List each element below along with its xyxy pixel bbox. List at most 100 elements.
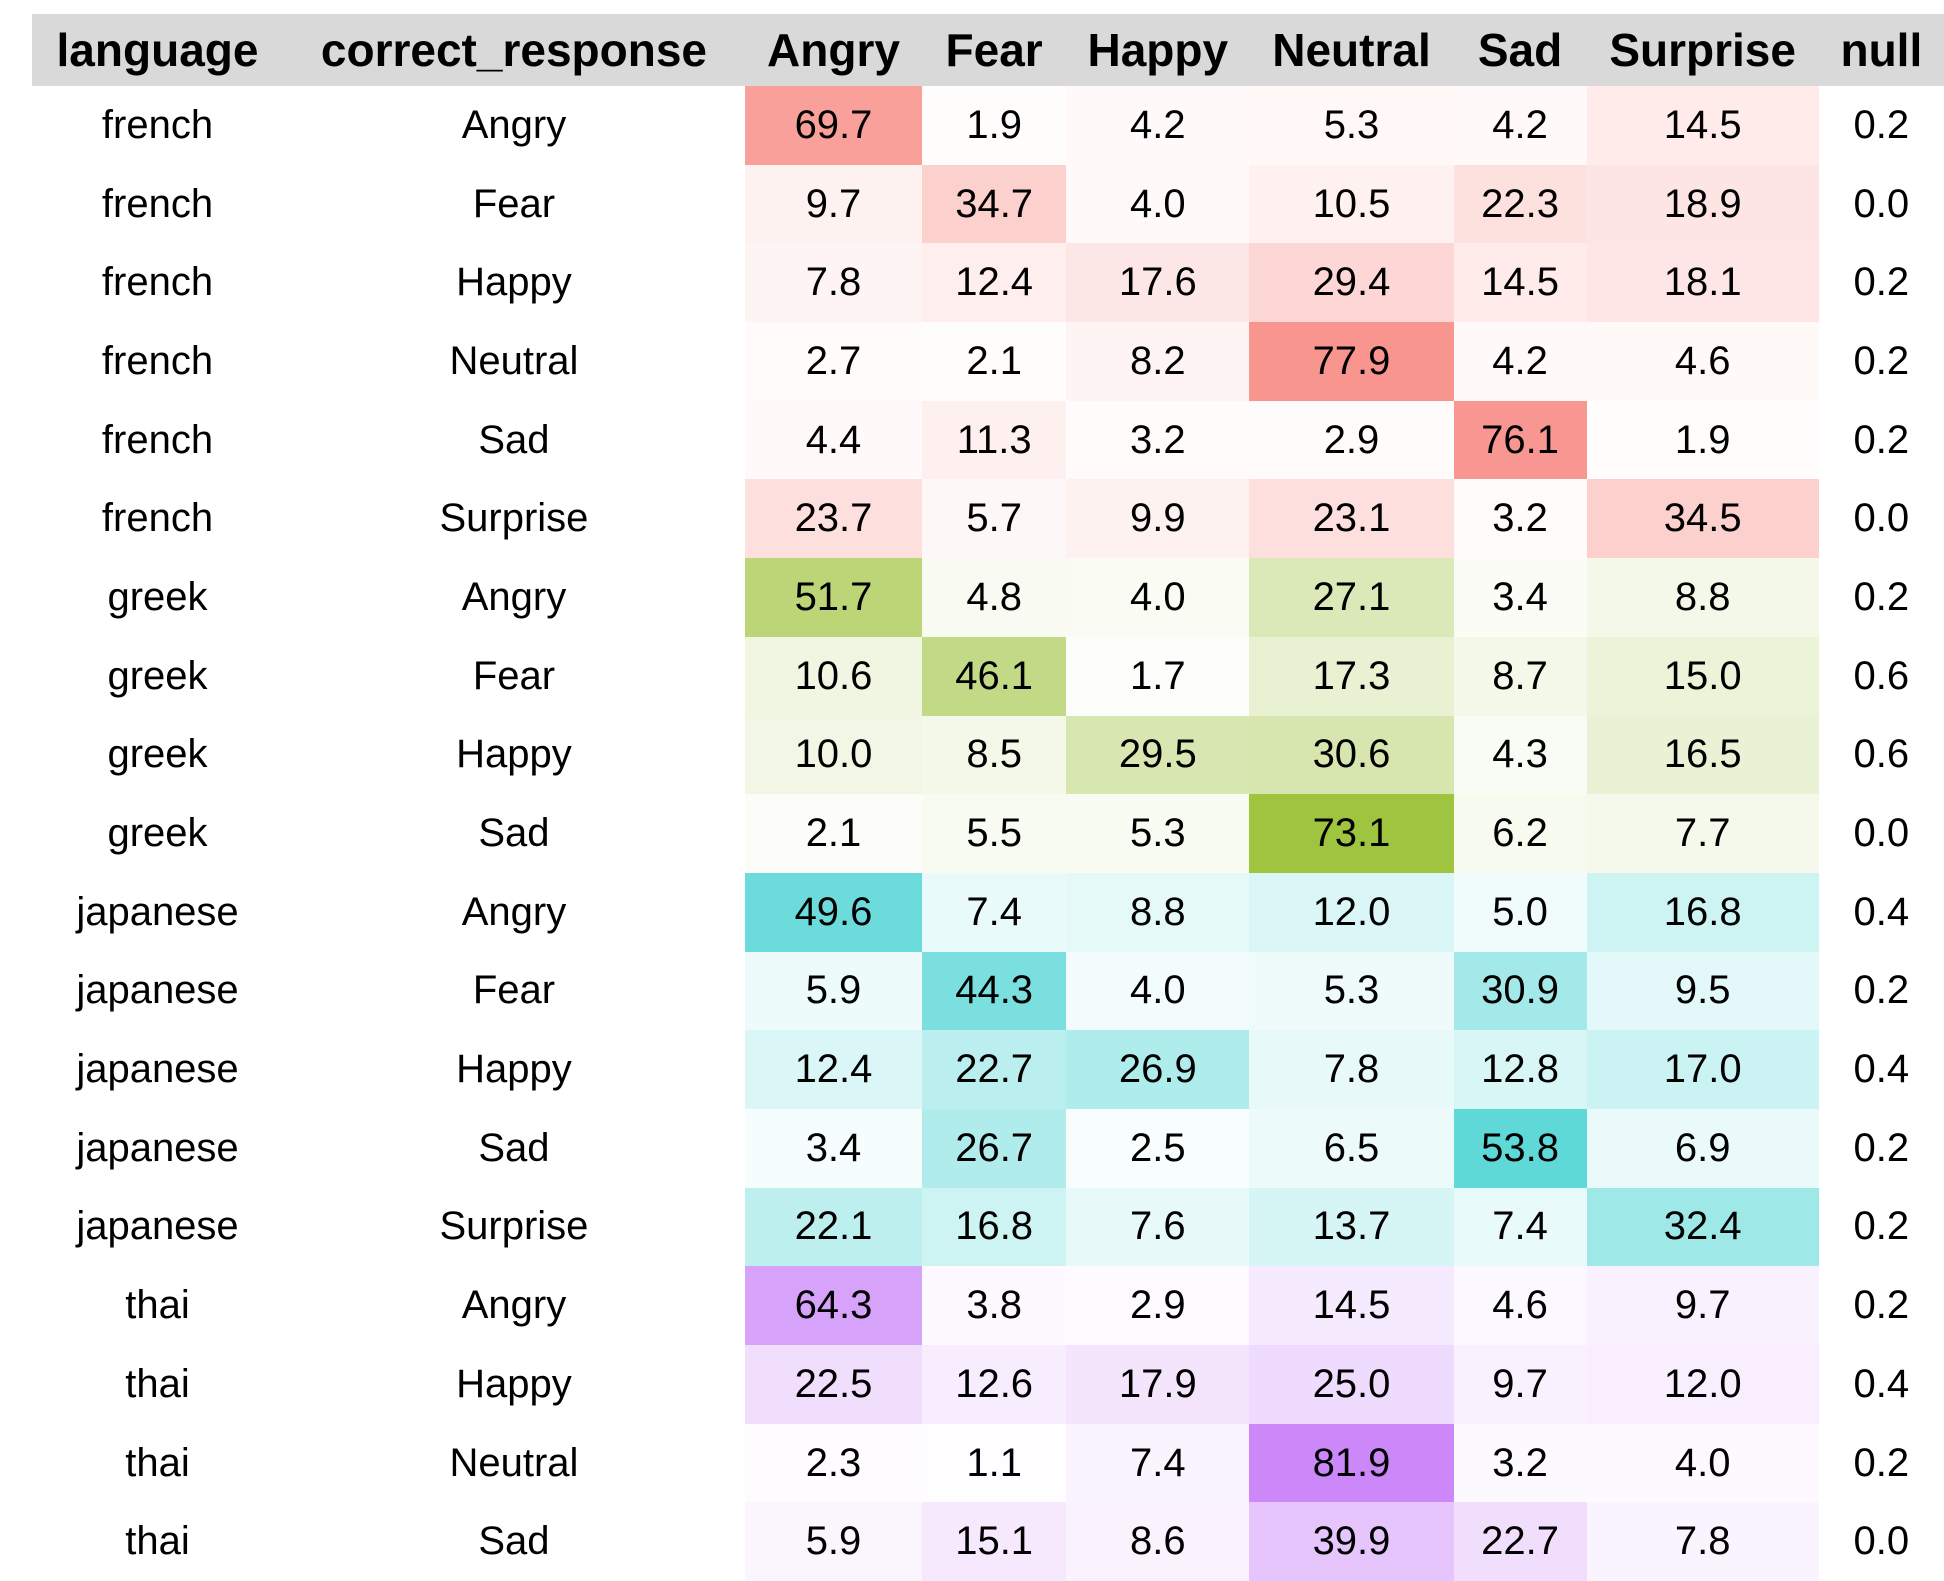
- table-body: french Angry 69.7 1.9 4.2 5.3 4.2 14.5 0.2 french…: [32, 86, 1944, 1581]
- correct-response-cell: Happy: [283, 243, 745, 323]
- value-cell: 6.2: [1453, 794, 1587, 873]
- value-cell: 18.9: [1586, 164, 1819, 244]
- null-value-cell: 0.2: [1818, 558, 1944, 637]
- correct-response-cell: Happy: [283, 1030, 745, 1109]
- value-cell: 5.9: [744, 1502, 923, 1581]
- value-cell: 17.3: [1249, 636, 1454, 716]
- value-cell: 2.7: [744, 322, 923, 401]
- correct-response-cell: Fear: [283, 164, 745, 244]
- value-cell: 5.3: [1066, 794, 1250, 873]
- value-cell: 2.9: [1249, 400, 1454, 480]
- value-cell: 6.5: [1249, 1108, 1454, 1188]
- value-cell: 16.8: [922, 1187, 1067, 1267]
- value-cell: 29.5: [1066, 715, 1250, 795]
- correct-response-cell: Fear: [283, 951, 745, 1031]
- language-cell: greek: [32, 715, 283, 795]
- column-header: Happy: [1066, 14, 1250, 86]
- value-cell: 9.7: [1453, 1345, 1587, 1424]
- language-cell: thai: [32, 1266, 283, 1345]
- value-cell: 14.5: [1453, 243, 1587, 323]
- value-cell: 14.5: [1586, 86, 1819, 165]
- value-cell: 7.8: [744, 243, 923, 323]
- value-cell: 64.3: [744, 1266, 923, 1345]
- null-value-cell: 0.0: [1818, 479, 1944, 559]
- value-cell: 4.8: [922, 558, 1067, 637]
- value-cell: 30.9: [1453, 951, 1587, 1031]
- value-cell: 30.6: [1249, 715, 1454, 795]
- value-cell: 3.4: [744, 1108, 923, 1188]
- value-cell: 22.7: [922, 1030, 1067, 1109]
- value-cell: 11.3: [922, 400, 1067, 480]
- value-cell: 3.2: [1066, 400, 1250, 480]
- language-cell: french: [32, 322, 283, 401]
- language-cell: thai: [32, 1345, 283, 1424]
- table-row: greek Fear 10.6 46.1 1.7 17.3 8.7 15.0 0.6: [32, 636, 1944, 716]
- value-cell: 8.5: [922, 715, 1067, 795]
- value-cell: 3.2: [1453, 479, 1587, 559]
- value-cell: 22.3: [1453, 164, 1587, 244]
- value-cell: 7.7: [1586, 794, 1819, 873]
- value-cell: 4.6: [1586, 322, 1819, 401]
- table-row: thai Angry 64.3 3.8 2.9 14.5 4.6 9.7 0.2: [32, 1266, 1944, 1345]
- column-header: language: [32, 14, 283, 86]
- value-cell: 17.0: [1586, 1030, 1819, 1109]
- value-cell: 34.7: [922, 164, 1067, 244]
- table-row: thai Neutral 2.3 1.1 7.4 81.9 3.2 4.0 0.2: [32, 1423, 1944, 1503]
- value-cell: 5.5: [922, 794, 1067, 873]
- value-cell: 77.9: [1249, 322, 1454, 401]
- correct-response-cell: Happy: [283, 715, 745, 795]
- value-cell: 15.1: [922, 1502, 1067, 1581]
- value-cell: 12.0: [1586, 1345, 1819, 1424]
- value-cell: 9.9: [1066, 479, 1250, 559]
- table-row: japanese Angry 49.6 7.4 8.8 12.0 5.0 16.8 0.4: [32, 872, 1944, 952]
- value-cell: 10.5: [1249, 164, 1454, 244]
- correct-response-cell: Angry: [283, 86, 745, 165]
- table-row: japanese Sad 3.4 26.7 2.5 6.5 53.8 6.9 0.2: [32, 1108, 1944, 1188]
- correct-response-cell: Sad: [283, 400, 745, 480]
- value-cell: 4.3: [1453, 715, 1587, 795]
- value-cell: 9.5: [1586, 951, 1819, 1031]
- table-row: japanese Surprise 22.1 16.8 7.6 13.7 7.4 32.4 0.…: [32, 1187, 1944, 1267]
- value-cell: 18.1: [1586, 243, 1819, 323]
- language-cell: greek: [32, 558, 283, 637]
- value-cell: 17.9: [1066, 1345, 1250, 1424]
- table-row: japanese Fear 5.9 44.3 4.0 5.3 30.9 9.5 0.2: [32, 951, 1944, 1031]
- value-cell: 25.0: [1249, 1345, 1454, 1424]
- language-cell: japanese: [32, 1030, 283, 1109]
- value-cell: 17.6: [1066, 243, 1250, 323]
- null-value-cell: 0.0: [1818, 794, 1944, 873]
- null-value-cell: 0.4: [1818, 1030, 1944, 1109]
- value-cell: 5.9: [744, 951, 923, 1031]
- value-cell: 4.0: [1586, 1423, 1819, 1503]
- language-cell: japanese: [32, 1187, 283, 1267]
- value-cell: 2.9: [1066, 1266, 1250, 1345]
- value-cell: 73.1: [1249, 794, 1454, 873]
- value-cell: 3.4: [1453, 558, 1587, 637]
- value-cell: 6.9: [1586, 1108, 1819, 1188]
- value-cell: 8.8: [1066, 872, 1250, 952]
- column-header: Sad: [1453, 14, 1587, 86]
- table-row: greek Happy 10.0 8.5 29.5 30.6 4.3 16.5 0.6: [32, 715, 1944, 795]
- value-cell: 39.9: [1249, 1502, 1454, 1581]
- value-cell: 4.0: [1066, 951, 1250, 1031]
- value-cell: 8.2: [1066, 322, 1250, 401]
- table-row: french Sad 4.4 11.3 3.2 2.9 76.1 1.9 0.2: [32, 400, 1944, 480]
- value-cell: 7.4: [922, 872, 1067, 952]
- value-cell: 9.7: [744, 164, 923, 244]
- value-cell: 27.1: [1249, 558, 1454, 637]
- emotion-confusion-table: language correct_response Angry Fear Happy Ne…: [32, 14, 1944, 1581]
- correct-response-cell: Surprise: [283, 479, 745, 559]
- null-value-cell: 0.4: [1818, 872, 1944, 952]
- null-value-cell: 0.2: [1818, 400, 1944, 480]
- value-cell: 5.7: [922, 479, 1067, 559]
- language-cell: french: [32, 243, 283, 323]
- value-cell: 13.7: [1249, 1187, 1454, 1267]
- language-cell: greek: [32, 636, 283, 716]
- value-cell: 34.5: [1586, 479, 1819, 559]
- language-cell: thai: [32, 1423, 283, 1503]
- null-value-cell: 0.6: [1818, 636, 1944, 716]
- value-cell: 23.1: [1249, 479, 1454, 559]
- table-row: greek Sad 2.1 5.5 5.3 73.1 6.2 7.7 0.0: [32, 794, 1944, 873]
- value-cell: 4.0: [1066, 164, 1250, 244]
- value-cell: 8.7: [1453, 636, 1587, 716]
